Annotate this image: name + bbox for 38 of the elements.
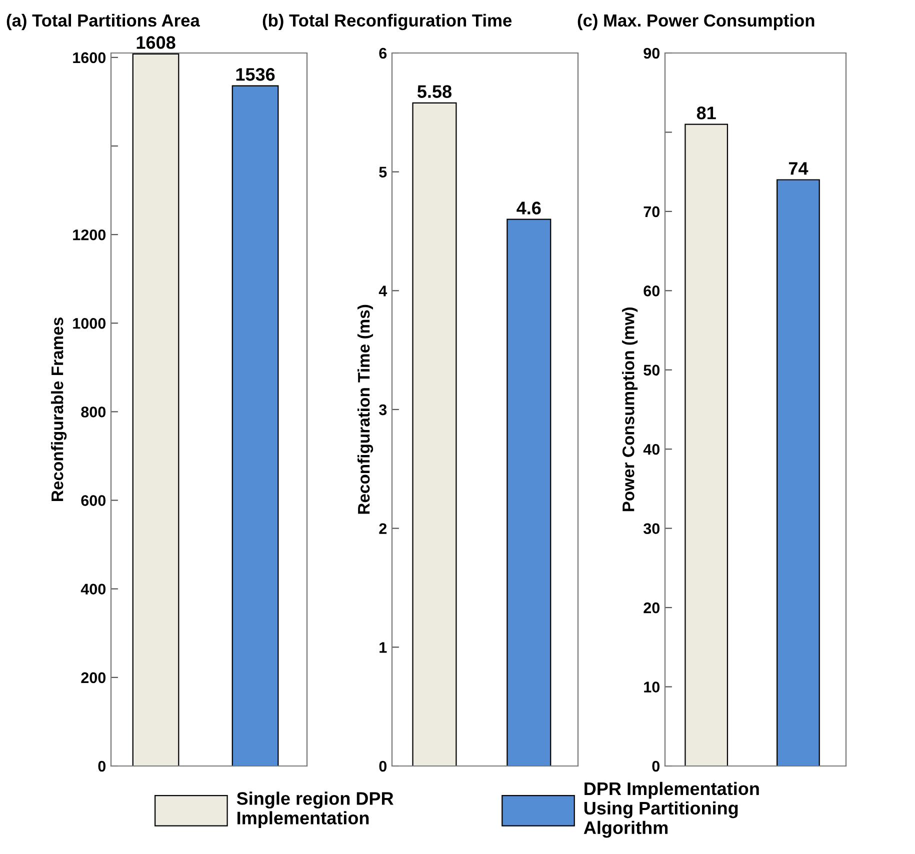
data-label: 1536 xyxy=(236,68,275,81)
y-tick-label: 0 xyxy=(98,760,106,772)
y-tick-label: 5 xyxy=(379,166,387,178)
y-tick-label: 1000 xyxy=(73,318,106,329)
y-tick-label: 70 xyxy=(644,206,660,218)
y-tick-label: 1 xyxy=(380,642,387,653)
y-tick-label: 800 xyxy=(81,406,106,418)
y-tick-label: 2 xyxy=(379,523,387,534)
y-tick-label: 400 xyxy=(80,584,106,595)
y-tick-label: 4 xyxy=(378,286,388,296)
chart-title: (b) Total Reconfiguration Time xyxy=(262,14,512,30)
data-label: 5.58 xyxy=(417,85,452,98)
legend-label: DPR Implementation Using Partitioning Algorithm xyxy=(584,782,759,838)
y-tick-label: 30 xyxy=(644,523,660,534)
y-axis-title: Reconfiguration Time (ms) xyxy=(357,304,374,514)
y-tick-label: 600 xyxy=(81,495,106,506)
y-tick-label: 6 xyxy=(379,48,387,59)
chart-title: (c) Max. Power Consumption xyxy=(578,14,814,30)
data-label: 1608 xyxy=(136,36,176,49)
data-label: 4.6 xyxy=(516,202,541,214)
data-label: 74 xyxy=(788,162,808,175)
chart-title: (a) Total Partitions Area xyxy=(6,14,200,30)
y-tick-label: 20 xyxy=(644,602,660,614)
y-tick-label: 200 xyxy=(81,672,106,684)
y-tick-label: 50 xyxy=(644,364,660,376)
y-tick-label: 40 xyxy=(643,444,660,455)
y-tick-label: 3 xyxy=(378,404,387,416)
y-axis-title: Power Consumption (mw) xyxy=(622,308,638,512)
data-label: 81 xyxy=(696,106,716,120)
y-tick-label: 1200 xyxy=(73,229,106,240)
y-tick-label: 0 xyxy=(379,760,387,772)
y-tick-label: 60 xyxy=(644,286,660,296)
y-tick-label: 90 xyxy=(644,48,660,59)
y-tick-label: 1600 xyxy=(73,52,106,64)
y-axis-title: Reconfigurable Frames xyxy=(50,318,67,501)
y-tick-label: 0 xyxy=(652,760,660,772)
legend-label: Single region DPR Implementation xyxy=(236,792,394,828)
y-tick-label: 10 xyxy=(644,682,660,692)
